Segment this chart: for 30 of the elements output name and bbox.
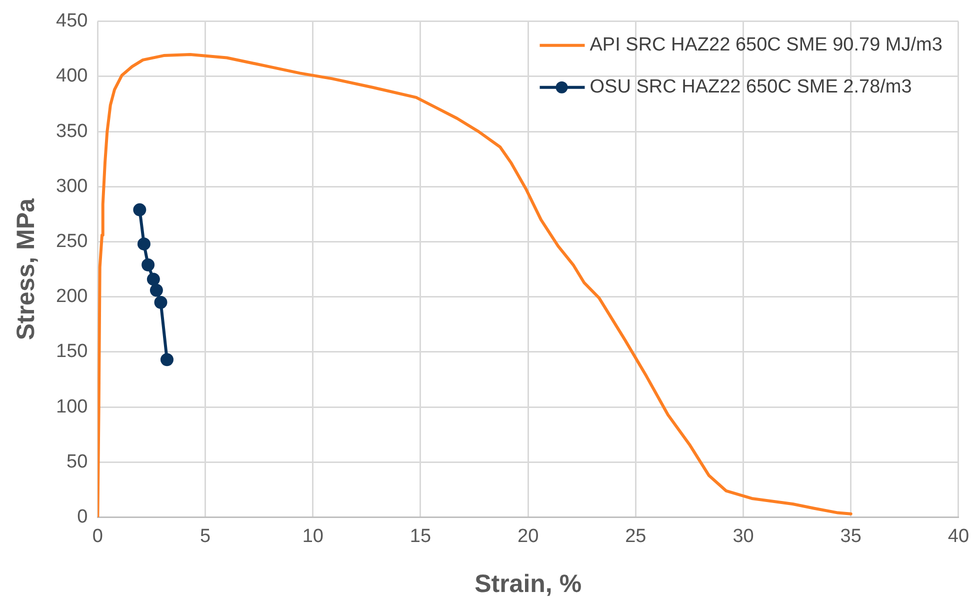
y-tick-label: 150 (56, 341, 88, 362)
x-tick-label: 10 (302, 526, 324, 547)
x-tick-label: 30 (732, 526, 754, 547)
x-tick-label: 40 (948, 526, 970, 547)
x-tick-label: 5 (200, 526, 211, 547)
point (146, 272, 160, 286)
point (160, 353, 174, 366)
y-tick-label: 50 (66, 451, 88, 472)
y-tick-label: 300 (56, 176, 88, 197)
y-tick-label: 250 (56, 230, 88, 252)
point (154, 296, 168, 309)
x-axis-title: Strain, % (474, 570, 582, 598)
y-tick-label: 450 (56, 10, 88, 32)
x-tick-label: 20 (517, 526, 539, 547)
x-tick-label: 15 (410, 526, 432, 547)
y-tick-label: 400 (56, 66, 88, 87)
legend-label: OSU SRC HAZ22 650C SME 2.78/m3 (590, 76, 912, 98)
y-axis-title: Stress, MPa (12, 197, 40, 340)
point (150, 284, 163, 297)
y-tick-label: 0 (77, 506, 88, 528)
x-tick-label: 35 (840, 526, 862, 547)
point (133, 203, 146, 216)
y-tick-label: 100 (56, 396, 88, 418)
point (142, 258, 155, 272)
x-tick-label: 25 (625, 526, 646, 547)
x-tick-label: 0 (92, 526, 103, 547)
y-tick-label: 350 (56, 120, 88, 142)
legend-label: API SRC HAZ22 650C SME 90.79 MJ/m3 (590, 34, 942, 56)
point (137, 237, 150, 250)
y-tick-label: 200 (56, 286, 88, 308)
